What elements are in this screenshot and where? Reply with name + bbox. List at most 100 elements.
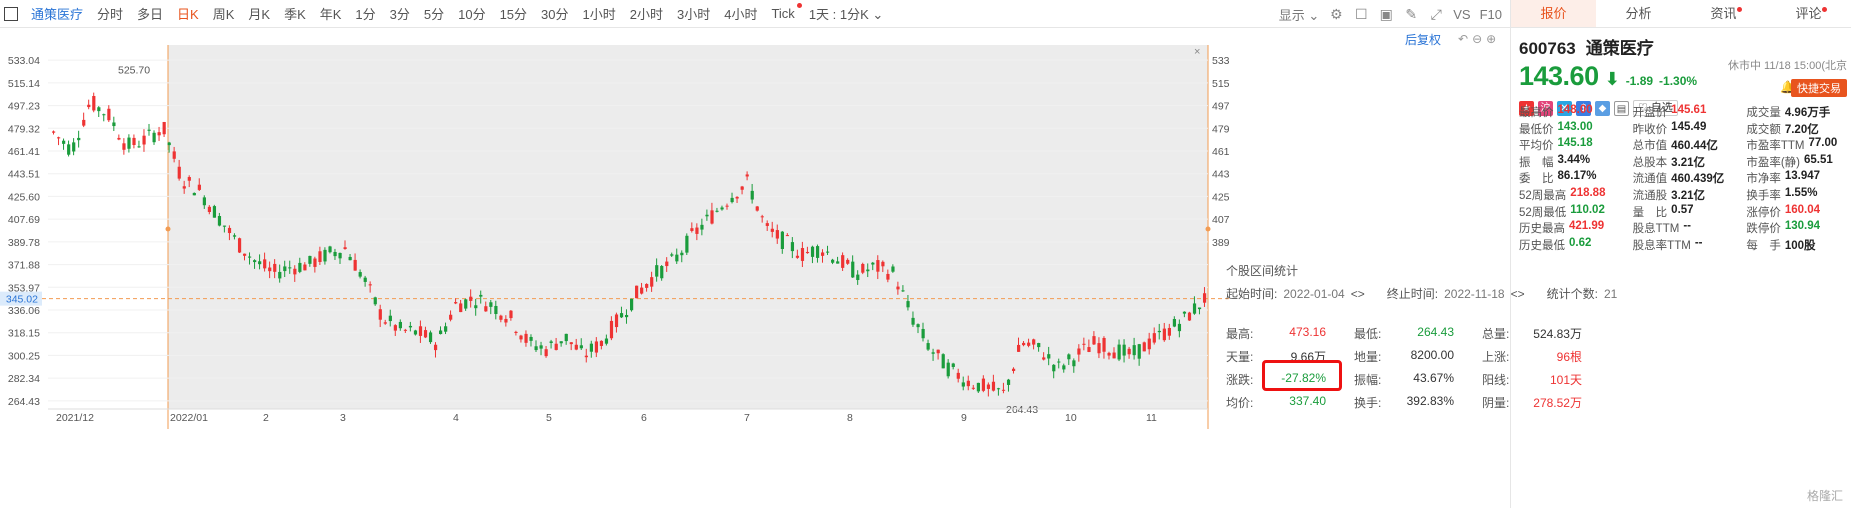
tab-analysis-label: 分析 [1625, 6, 1652, 21]
start-time-value[interactable]: 2022-01-04 [1283, 286, 1345, 301]
tab-comments[interactable]: 评论 [1766, 0, 1851, 27]
period-5min[interactable]: 5分 [423, 7, 445, 22]
period-30min[interactable]: 30分 [541, 7, 569, 22]
candle-body [1077, 348, 1081, 355]
tab-quote[interactable]: 报价 [1511, 0, 1596, 27]
candle-body [710, 210, 714, 224]
y-tick-label: 371.88 [8, 260, 40, 272]
candle-body [343, 247, 347, 249]
interval-value: 473.16 [1289, 325, 1326, 339]
period-10min[interactable]: 10分 [458, 7, 486, 22]
zoom-in-icon[interactable]: ⊕ [1486, 32, 1497, 46]
candle-body [1072, 360, 1076, 367]
candle-body [961, 382, 965, 387]
candle-body [700, 224, 704, 230]
settings-gear-icon[interactable]: ⚙ [1329, 5, 1343, 22]
tab-analysis[interactable]: 分析 [1596, 0, 1681, 27]
period-tick[interactable]: Tick [764, 3, 803, 21]
stat-value: 0.62 [1569, 236, 1592, 249]
last-price-tag-bg [0, 291, 42, 306]
period-multiday[interactable]: 多日 [137, 7, 164, 22]
candle-body [785, 235, 790, 237]
period-4hour[interactable]: 4小时 [724, 7, 758, 22]
candle-body [263, 259, 267, 269]
stat-cell: 最高价 148.00 [1511, 104, 1625, 121]
candle-body [745, 174, 749, 177]
interval-label: 均价: [1226, 396, 1254, 410]
candle-body [760, 216, 764, 218]
undo-icon[interactable]: ↶ [1458, 32, 1469, 46]
tab-news[interactable]: 资讯 [1681, 0, 1766, 27]
stat-cell: 历史最高 421.99 [1511, 220, 1625, 237]
candle-body [800, 248, 805, 261]
x-tick-label: 11 [1146, 412, 1157, 424]
candle-body [333, 251, 337, 257]
camera-icon[interactable]: ▣ [1379, 5, 1393, 22]
selected-range-shade [168, 45, 1208, 409]
candle-body [222, 225, 227, 227]
period-daily-k[interactable]: 日K [177, 7, 199, 22]
vs-button[interactable]: VS [1453, 6, 1471, 22]
stock-code: 600763 [1519, 39, 1576, 58]
interval-value: 278.52万 [1533, 396, 1582, 410]
restore-adjust-button[interactable]: 后复权 [1405, 33, 1442, 47]
pencil-icon[interactable]: ✎ [1405, 5, 1418, 22]
candle-body [413, 330, 418, 335]
candle-body [388, 315, 392, 322]
period-3min[interactable]: 3分 [389, 7, 410, 22]
candle-body [212, 206, 217, 218]
candle-body [529, 336, 533, 341]
hk-connect-icon: 沪 [1538, 100, 1553, 116]
layout-icon[interactable] [4, 6, 18, 21]
candle-body [770, 228, 774, 232]
down-arrow-icon: ⬇ [1604, 69, 1620, 89]
period-1min[interactable]: 1分 [355, 7, 376, 22]
fast-trade-button[interactable]: 快捷交易 [1791, 79, 1847, 97]
period-yearly-k[interactable]: 年K [319, 7, 342, 22]
period-quarterly-k[interactable]: 季K [284, 7, 306, 22]
zoom-out-icon[interactable]: ⊖ [1472, 32, 1483, 46]
stat-cell: 涨停价 160.04 [1738, 204, 1851, 221]
kline-chart[interactable]: 533.04 515.14 497.23 479.32 461.41 443.51 425.… [0, 29, 1450, 508]
stat-value: 460.439亿 [1671, 173, 1725, 186]
candle-body [680, 252, 684, 256]
period-weekly-k[interactable]: 周K [212, 7, 235, 22]
period-dropdown[interactable]: 1天 : 1分K ⌄ [802, 4, 891, 23]
candle-body [594, 341, 599, 353]
candle-body [1202, 293, 1207, 303]
f10-button[interactable]: F10 [1479, 6, 1502, 22]
add-favorite-button[interactable]: ♡ 自选 [1633, 100, 1678, 116]
fullscreen-icon[interactable]: ⤢ [1430, 5, 1442, 22]
candle-body [630, 298, 634, 311]
period-intraday[interactable]: 分时 [97, 7, 124, 22]
y-tick-label: 282.34 [8, 373, 40, 385]
candle-body [846, 259, 850, 264]
period-15min[interactable]: 15分 [499, 7, 528, 22]
stat-label: 流通股 [1632, 189, 1668, 202]
display-menu[interactable]: 显示 ⌄ [1279, 5, 1320, 24]
x-tick-label: 8 [847, 412, 853, 424]
kline-svg[interactable]: 533.04 515.14 497.23 479.32 461.41 443.51 425.… [0, 29, 1244, 508]
candle-body [765, 223, 769, 226]
y-tick-label: 425.60 [8, 191, 40, 203]
period-monthly-k[interactable]: 月K [248, 7, 271, 22]
y-tick-label: 533.04 [8, 55, 40, 67]
stock-name-tab[interactable]: 通策医疗 [31, 7, 84, 22]
start-adjust-icon[interactable]: <> [1350, 286, 1365, 301]
candle-body [896, 286, 900, 290]
end-time-value[interactable]: 2022-11-18 [1444, 286, 1505, 301]
period-1hour[interactable]: 1小时 [582, 7, 616, 22]
candle-body [624, 314, 629, 318]
period-3hour[interactable]: 3小时 [676, 7, 711, 22]
candle-body [182, 186, 186, 189]
candle-body [469, 296, 473, 301]
end-adjust-icon[interactable]: <> [1510, 286, 1525, 301]
stat-label: 52周最低 [1519, 206, 1567, 219]
candle-body [841, 255, 845, 268]
candle-body [248, 256, 252, 258]
period-2hour[interactable]: 2小时 [629, 7, 663, 22]
candle-body [645, 283, 649, 288]
candle-body [946, 362, 950, 377]
checkbox-icon[interactable]: ☐ [1354, 5, 1368, 22]
stats-row: 历史最低 0.62 股息率TTM -- 每 手 100股 [1511, 237, 1851, 254]
